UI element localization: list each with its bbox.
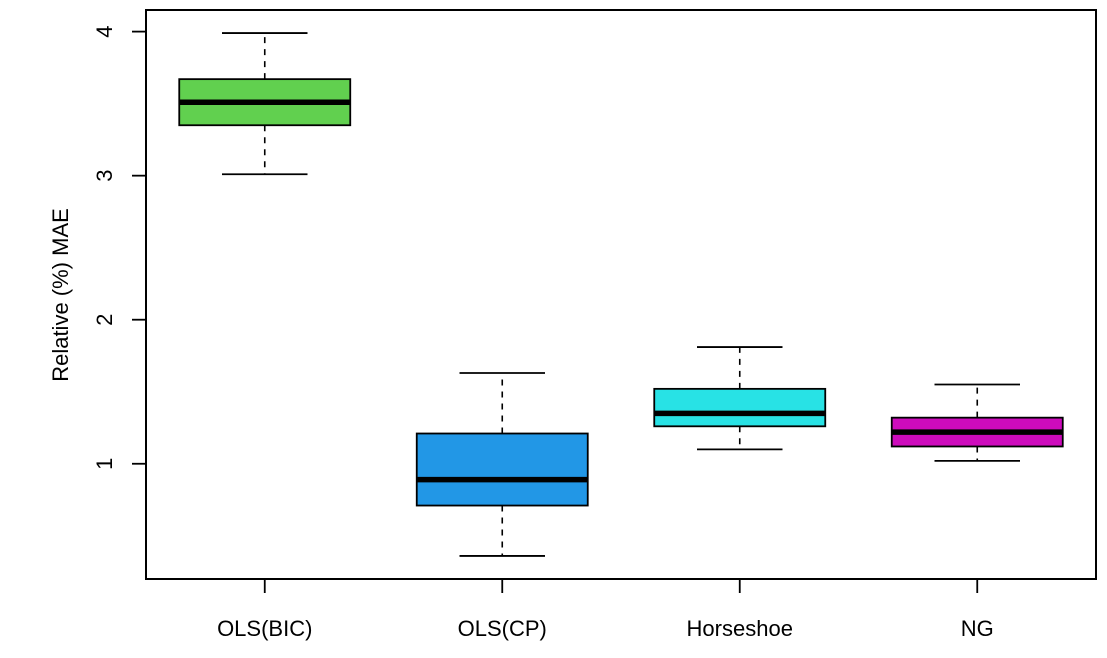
y-tick-label: 1 bbox=[92, 458, 117, 470]
y-axis: 1 2 3 4 bbox=[92, 25, 147, 470]
x-tick-label: OLS(BIC) bbox=[217, 616, 312, 641]
y-axis-label: Relative (%) MAE bbox=[48, 208, 73, 382]
box-group bbox=[415, 372, 589, 557]
x-axis: OLS(BIC) OLS(CP) Horseshoe NG bbox=[217, 578, 994, 641]
interquartile-box bbox=[415, 432, 589, 507]
box-group bbox=[890, 383, 1064, 462]
box-group bbox=[178, 32, 352, 176]
box-group bbox=[653, 346, 827, 451]
x-tick-label: Horseshoe bbox=[687, 616, 793, 641]
x-tick-label: NG bbox=[961, 616, 994, 641]
y-tick-label: 4 bbox=[92, 25, 117, 37]
y-tick-label: 3 bbox=[92, 170, 117, 182]
y-tick-label: 2 bbox=[92, 314, 117, 326]
interquartile-box bbox=[653, 387, 827, 428]
boxes-layer bbox=[178, 32, 1064, 557]
x-tick-label: OLS(CP) bbox=[458, 616, 547, 641]
